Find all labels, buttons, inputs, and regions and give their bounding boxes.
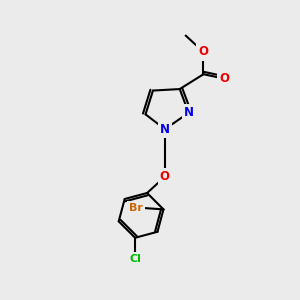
Text: N: N (160, 123, 170, 136)
Text: Br: Br (129, 203, 143, 213)
Text: Cl: Cl (129, 254, 141, 264)
Text: O: O (160, 170, 170, 183)
Text: O: O (219, 72, 229, 85)
Text: N: N (184, 106, 194, 119)
Text: O: O (199, 45, 208, 58)
